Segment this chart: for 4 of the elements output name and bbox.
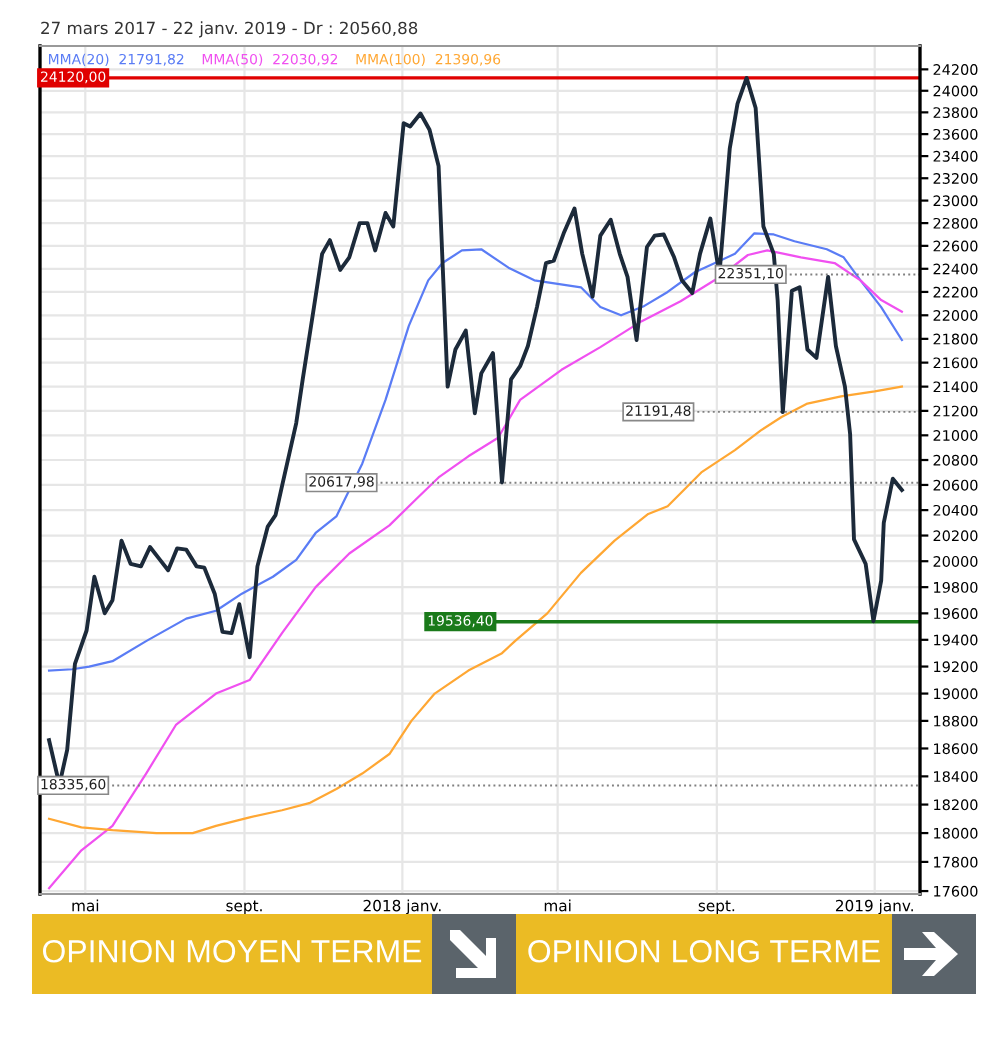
chart-title: 27 mars 2017 - 22 janv. 2019 - Dr : 20560,88 [41,21,418,38]
line-series [47,232,903,672]
text: OPINION LONG TERME [528,939,880,963]
text: OPINION MOYEN TERME [43,939,422,963]
